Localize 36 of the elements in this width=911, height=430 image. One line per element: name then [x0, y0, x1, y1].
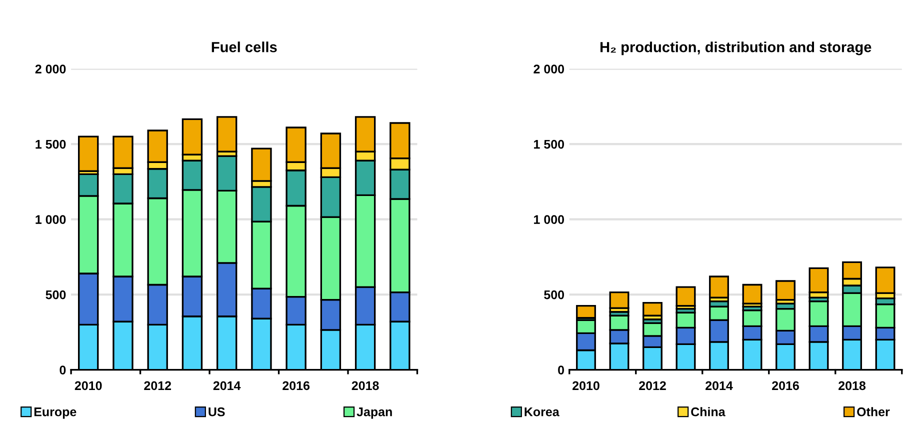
y-tick-label: 2 000	[35, 64, 66, 74]
x-tick-label: 2016	[282, 381, 310, 390]
legend-label: Other	[857, 407, 890, 416]
x-tick-label: 2016	[772, 381, 799, 390]
chart-title: H₂ production, distribution and storage	[600, 42, 872, 56]
y-tick-label: 500	[46, 290, 66, 300]
y-tick-label: 500	[544, 290, 564, 300]
x-tick-label: 2010	[572, 381, 600, 390]
x-tick-label: 2012	[639, 381, 666, 390]
y-tick-label: 0	[60, 366, 66, 374]
x-tick-label: 2018	[352, 381, 379, 390]
y-tick-label: 1 500	[534, 140, 564, 149]
bar	[78, 136, 99, 172]
legend-label: China	[691, 407, 726, 416]
x-tick-label: 2010	[74, 381, 102, 390]
bar	[776, 280, 796, 301]
y-tick-label: 0	[558, 366, 564, 374]
y-tick-label: 1 500	[36, 140, 66, 149]
x-tick-label: 2012	[144, 381, 172, 390]
bar	[642, 302, 662, 316]
bar	[609, 291, 630, 309]
y-tick-label: 1 000	[534, 215, 564, 224]
bar	[576, 305, 596, 319]
bar	[676, 286, 696, 307]
legend-label: Japan	[356, 408, 392, 419]
y-tick-label: 1 000	[36, 215, 66, 224]
bar	[742, 284, 762, 304]
x-tick-label: 2018	[838, 381, 866, 390]
y-tick-label: 2 000	[534, 64, 564, 74]
legend-label: Korea	[524, 408, 560, 416]
legend-label: Europe	[34, 408, 76, 419]
chart-title: Fuel cells	[212, 42, 277, 52]
x-tick-label: 2014	[213, 381, 241, 390]
legend-label: US	[208, 407, 225, 416]
x-tick-label: 2014	[706, 381, 733, 390]
bar	[709, 276, 729, 298]
